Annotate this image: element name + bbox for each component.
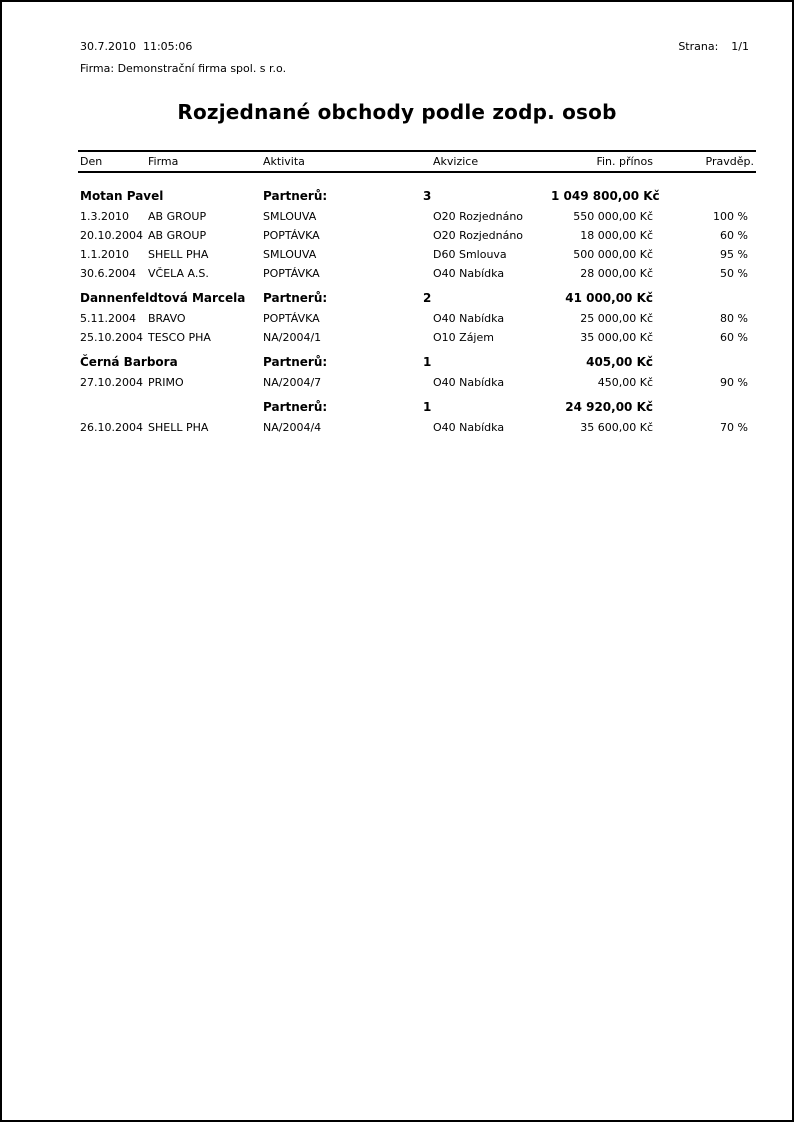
group-total: 405,00 Kč <box>586 355 653 369</box>
cell-firma: VČELA A.S. <box>148 267 209 280</box>
partners-count: 3 <box>423 189 432 203</box>
group-name: Dannenfeldtová Marcela <box>80 291 246 305</box>
column-header-firma: Firma <box>148 155 179 168</box>
cell-den: 30.6.2004 <box>80 267 136 280</box>
partners-count: 1 <box>423 400 432 414</box>
table-row: 1.1.2010 SHELL PHA SMLOUVA D60 Smlouva 5… <box>78 245 756 264</box>
cell-prinos: 500 000,00 Kč <box>573 248 653 261</box>
cell-aktivita: POPTÁVKA <box>263 267 320 280</box>
cell-pravdep: 60 % <box>720 229 748 242</box>
column-header-prinos: Fin. přínos <box>596 155 653 168</box>
group-header-row: Partnerů: 1 24 920,00 Kč <box>78 396 756 418</box>
cell-den: 20.10.2004 <box>80 229 143 242</box>
cell-prinos: 450,00 Kč <box>597 376 653 389</box>
partners-label: Partnerů: <box>263 400 328 414</box>
report-company: Firma: Demonstrační firma spol. s r.o. <box>80 62 287 75</box>
cell-prinos: 28 000,00 Kč <box>580 267 653 280</box>
cell-den: 1.1.2010 <box>80 248 129 261</box>
column-header-akvizice: Akvizice <box>433 155 479 168</box>
table-row: 1.3.2010 AB GROUP SMLOUVA O20 Rozjednáno… <box>78 207 756 226</box>
cell-aktivita: SMLOUVA <box>263 248 317 261</box>
cell-akvizice: O40 Nabídka <box>433 376 505 389</box>
cell-akvizice: O10 Zájem <box>433 331 494 344</box>
column-header-aktivita: Aktivita <box>263 155 305 168</box>
cell-den: 1.3.2010 <box>80 210 129 223</box>
cell-prinos: 35 000,00 Kč <box>580 331 653 344</box>
table-header-row: Den Firma Aktivita Akvizice Fin. přínos … <box>78 150 756 173</box>
column-header-pravdep: Pravděp. <box>705 155 754 168</box>
table-row: 5.11.2004 BRAVO POPTÁVKA O40 Nabídka 25 … <box>78 309 756 328</box>
group-total: 1 049 800,00 Kč <box>551 189 660 203</box>
group-header-row: Černá Barbora Partnerů: 1 405,00 Kč <box>78 351 756 373</box>
partners-count: 2 <box>423 291 432 305</box>
cell-aktivita: NA/2004/7 <box>263 376 322 389</box>
table-row: 30.6.2004 VČELA A.S. POPTÁVKA O40 Nabídk… <box>78 264 756 283</box>
cell-pravdep: 50 % <box>720 267 748 280</box>
cell-akvizice: O40 Nabídka <box>433 421 505 434</box>
page-indicator: Strana: 1/1 <box>678 40 749 53</box>
cell-aktivita: NA/2004/4 <box>263 421 322 434</box>
cell-pravdep: 60 % <box>720 331 748 344</box>
cell-aktivita: POPTÁVKA <box>263 312 320 325</box>
cell-pravdep: 100 % <box>713 210 748 223</box>
cell-aktivita: SMLOUVA <box>263 210 317 223</box>
cell-firma: AB GROUP <box>148 210 207 223</box>
partners-label: Partnerů: <box>263 189 328 203</box>
partners-count: 1 <box>423 355 432 369</box>
partners-label: Partnerů: <box>263 291 328 305</box>
cell-den: 26.10.2004 <box>80 421 143 434</box>
page-label: Strana: <box>678 40 719 53</box>
cell-firma: SHELL PHA <box>148 421 209 434</box>
table-row: 20.10.2004 AB GROUP POPTÁVKA O20 Rozjedn… <box>78 226 756 245</box>
cell-pravdep: 90 % <box>720 376 748 389</box>
cell-prinos: 550 000,00 Kč <box>573 210 653 223</box>
table-row: 26.10.2004 SHELL PHA NA/2004/4 O40 Nabíd… <box>78 418 756 437</box>
cell-pravdep: 70 % <box>720 421 748 434</box>
group-header-row: Dannenfeldtová Marcela Partnerů: 2 41 00… <box>78 287 756 309</box>
group-name: Černá Barbora <box>80 355 178 369</box>
cell-den: 27.10.2004 <box>80 376 143 389</box>
cell-prinos: 18 000,00 Kč <box>580 229 653 242</box>
group-total: 24 920,00 Kč <box>565 400 653 414</box>
cell-den: 25.10.2004 <box>80 331 143 344</box>
partners-label: Partnerů: <box>263 355 328 369</box>
group-total: 41 000,00 Kč <box>565 291 653 305</box>
cell-den: 5.11.2004 <box>80 312 136 325</box>
cell-akvizice: D60 Smlouva <box>433 248 507 261</box>
cell-pravdep: 80 % <box>720 312 748 325</box>
cell-firma: SHELL PHA <box>148 248 209 261</box>
report-table: Den Firma Aktivita Akvizice Fin. přínos … <box>78 150 756 437</box>
table-row: 27.10.2004 PRIMO NA/2004/7 O40 Nabídka 4… <box>78 373 756 392</box>
cell-firma: TESCO PHA <box>148 331 211 344</box>
cell-akvizice: O40 Nabídka <box>433 267 505 280</box>
report-datetime: 30.7.2010 11:05:06 <box>80 40 193 53</box>
page-number: 1/1 <box>731 40 749 53</box>
cell-firma: AB GROUP <box>148 229 207 242</box>
cell-pravdep: 95 % <box>720 248 748 261</box>
cell-firma: BRAVO <box>148 312 186 325</box>
cell-akvizice: O40 Nabídka <box>433 312 505 325</box>
group-name: Motan Pavel <box>80 189 164 203</box>
cell-prinos: 25 000,00 Kč <box>580 312 653 325</box>
cell-aktivita: POPTÁVKA <box>263 229 320 242</box>
column-header-den: Den <box>80 155 103 168</box>
cell-firma: PRIMO <box>148 376 184 389</box>
cell-prinos: 35 600,00 Kč <box>580 421 653 434</box>
group-header-row: Motan Pavel Partnerů: 3 1 049 800,00 Kč <box>78 185 756 207</box>
cell-aktivita: NA/2004/1 <box>263 331 322 344</box>
cell-akvizice: O20 Rozjednáno <box>433 229 524 242</box>
report-title: Rozjednané obchody podle zodp. osob <box>177 100 617 124</box>
table-row: 25.10.2004 TESCO PHA NA/2004/1 O10 Zájem… <box>78 328 756 347</box>
cell-akvizice: O20 Rozjednáno <box>433 210 524 223</box>
